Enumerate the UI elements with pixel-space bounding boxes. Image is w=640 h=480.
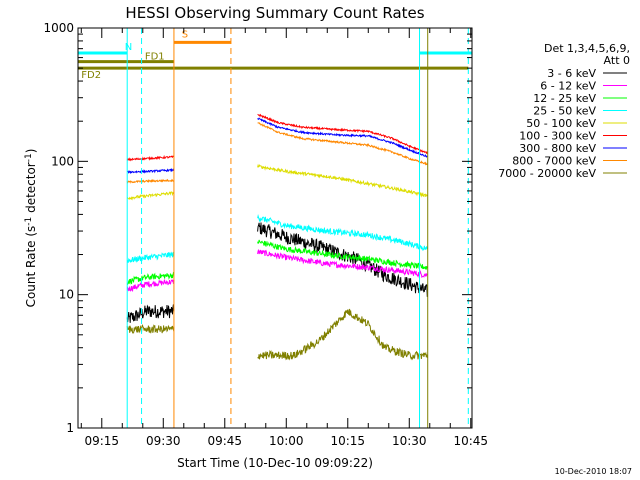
series-line bbox=[126, 278, 175, 293]
legend-label: 300 - 800 keV bbox=[519, 142, 596, 155]
series-6-12-kev bbox=[126, 248, 428, 293]
plot-frame bbox=[77, 27, 473, 429]
x-tick-label: 10:45 bbox=[453, 434, 488, 448]
legend-label: 3 - 6 keV bbox=[547, 67, 596, 80]
annotation-label-n: N bbox=[125, 42, 132, 53]
series-line bbox=[126, 324, 175, 334]
x-axis: 09:15 09:30 09:45 10:00 10:15 10:30 10:45 bbox=[80, 28, 488, 448]
series-line bbox=[257, 308, 428, 361]
x-tick-label: 10:00 bbox=[269, 434, 304, 448]
annotation-layer: S N FD1 FD2 bbox=[78, 29, 472, 81]
series-100-300-kev bbox=[126, 113, 428, 162]
legend-header-line-2: Att 0 bbox=[604, 54, 630, 67]
annotation-label-fd2: FD2 bbox=[81, 70, 101, 81]
series-line bbox=[257, 248, 428, 279]
legend-label: 100 - 300 keV bbox=[519, 130, 596, 143]
series-12-25-kev bbox=[126, 239, 428, 285]
series-300-800-kev bbox=[127, 117, 428, 175]
series-line bbox=[257, 163, 428, 198]
series-line bbox=[257, 214, 428, 251]
legend-header-line-1: Det 1,3,4,5,6,9, bbox=[544, 42, 630, 55]
legend-label: 6 - 12 keV bbox=[540, 80, 596, 93]
x-tick-label: 10:30 bbox=[392, 434, 427, 448]
x-tick-label: 09:15 bbox=[84, 434, 119, 448]
series-line bbox=[126, 304, 175, 323]
marker-layer bbox=[77, 28, 469, 428]
x-tick-label: 09:45 bbox=[207, 434, 242, 448]
y-tick-label: 1000 bbox=[43, 21, 74, 35]
legend-label: 50 - 100 keV bbox=[526, 117, 596, 130]
legend-label: 12 - 25 keV bbox=[533, 92, 596, 105]
series-line bbox=[127, 191, 175, 201]
x-tick-label: 10:15 bbox=[330, 434, 365, 448]
annotation-label-fd1: FD1 bbox=[145, 52, 165, 63]
y-axis: 1 10 100 1000 bbox=[43, 21, 472, 435]
generation-timestamp: 10-Dec-2010 18:07 bbox=[555, 467, 632, 476]
chart-title: HESSI Observing Summary Count Rates bbox=[125, 4, 424, 22]
y-tick-label: 100 bbox=[51, 154, 74, 168]
series-800-7000-kev bbox=[126, 121, 428, 184]
legend-label: 25 - 50 keV bbox=[533, 105, 596, 118]
x-axis-label: Start Time (10-Dec-10 09:09:22) bbox=[177, 456, 373, 470]
series-line bbox=[127, 167, 174, 175]
series-7000-20000-kev bbox=[126, 308, 428, 361]
series-line bbox=[126, 154, 175, 162]
series-line bbox=[126, 271, 175, 285]
series-line bbox=[126, 251, 175, 263]
y-tick-label: 1 bbox=[66, 421, 74, 435]
plot-area: S N FD1 FD2 bbox=[77, 27, 473, 429]
legend-label: 800 - 7000 keV bbox=[512, 155, 596, 168]
series-layer bbox=[126, 113, 428, 361]
series-50-100-kev bbox=[127, 163, 428, 201]
series-line bbox=[257, 113, 428, 154]
x-tick-label: 09:30 bbox=[146, 434, 181, 448]
legend-label: 7000 - 20000 keV bbox=[498, 167, 596, 180]
series-line bbox=[126, 178, 174, 184]
y-tick-label: 10 bbox=[59, 288, 74, 302]
series-line bbox=[257, 239, 428, 270]
series-25-50-kev bbox=[126, 214, 428, 263]
y-axis-label: Count Rate (s-1 detector-1) bbox=[24, 149, 38, 308]
annotation-label-s: S bbox=[182, 29, 188, 40]
series-line bbox=[257, 117, 428, 158]
series-line bbox=[257, 121, 428, 166]
